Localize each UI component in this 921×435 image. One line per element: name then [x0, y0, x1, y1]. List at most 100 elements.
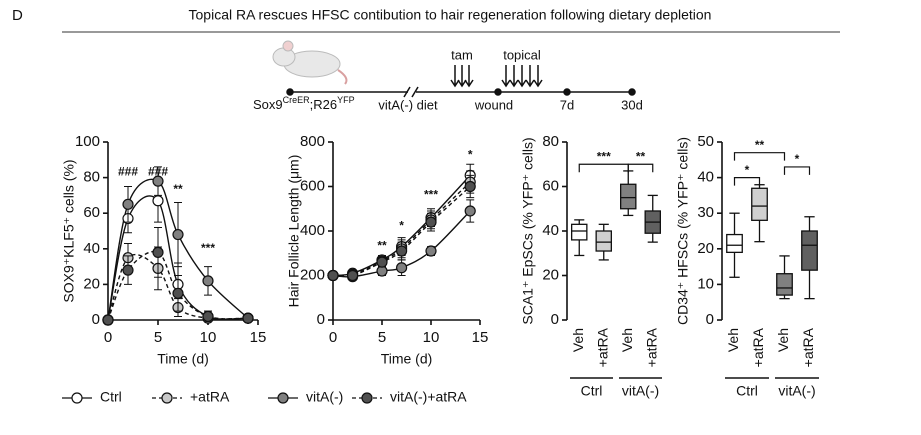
- y-tick-label: 50: [697, 133, 714, 150]
- y-tick-label: 0: [92, 311, 100, 328]
- significance-label: ###: [118, 164, 138, 178]
- x-tick-label: +atRA: [750, 327, 766, 367]
- legend-label: vitA(-): [306, 389, 343, 405]
- day30-label: 30d: [621, 97, 643, 112]
- significance-label: *: [399, 219, 404, 233]
- y-tick-label: 80: [83, 169, 100, 186]
- data-point: [152, 175, 164, 187]
- legend-marker: [361, 392, 373, 404]
- x-tick-label: 10: [200, 329, 217, 346]
- data-point: [122, 198, 134, 210]
- box: [595, 230, 612, 252]
- data-point: [102, 314, 114, 326]
- significance-label: ###: [148, 164, 168, 178]
- data-point: [152, 195, 164, 207]
- x-tick-label: 15: [250, 329, 267, 346]
- data-point: [327, 269, 339, 282]
- y-tick-label: 600: [300, 177, 325, 194]
- y-tick-label: 400: [300, 222, 325, 239]
- data-point: [172, 287, 184, 299]
- significance-label: *: [745, 163, 750, 177]
- box: [620, 183, 637, 210]
- significance-bracket: [783, 166, 811, 175]
- significance-bracket: [627, 163, 654, 173]
- y-tick-label: 60: [542, 177, 559, 194]
- y-axis-title: Hair Follicle Length (μm): [286, 155, 302, 308]
- figure-title: Topical RA rescues HFSC contibution to h…: [189, 7, 712, 23]
- wound-label: wound: [474, 97, 513, 112]
- significance-label: ***: [201, 241, 215, 255]
- y-tick-label: 0: [551, 311, 559, 328]
- x-axis-title: Time (d): [157, 351, 209, 367]
- data-point: [122, 264, 134, 276]
- legend-marker: [161, 392, 173, 404]
- y-tick-label: 100: [75, 133, 100, 150]
- significance-label: **: [377, 239, 387, 253]
- x-tick-label: 10: [423, 329, 440, 346]
- x-tick-label: 0: [329, 329, 337, 346]
- significance-bracket: [578, 163, 629, 173]
- x-tick-label: Veh: [619, 328, 635, 352]
- data-point: [202, 310, 214, 323]
- data-point: [396, 245, 408, 257]
- genotype-part: ;R26: [310, 97, 337, 112]
- significance-label: *: [468, 148, 473, 162]
- y-axis-title: CD34⁺ HFSCs (% YFP⁺ cells): [675, 137, 691, 325]
- y-tick-label: 20: [83, 275, 100, 292]
- data-point: [152, 246, 164, 258]
- data-point: [242, 312, 254, 324]
- significance-bracket: [733, 152, 786, 161]
- significance-label: *: [795, 152, 800, 166]
- group-label: vitA(-): [778, 383, 815, 399]
- tam-label: tam: [451, 47, 473, 62]
- significance-label: ***: [424, 188, 438, 202]
- x-tick-label: 5: [154, 329, 162, 346]
- group-label: vitA(-): [622, 383, 659, 399]
- diet-label: vitA(-) diet: [378, 97, 438, 112]
- x-tick-label: +atRA: [800, 327, 816, 367]
- significance-label: **: [636, 149, 646, 163]
- y-axis-title: SCA1⁺ EpSCs (% YFP⁺ cells): [520, 137, 536, 324]
- mouse-icon: [272, 40, 348, 85]
- y-tick-label: 80: [542, 133, 559, 150]
- data-point: [396, 262, 408, 274]
- y-tick-label: 0: [706, 311, 714, 328]
- x-tick-label: Veh: [775, 328, 791, 352]
- y-tick-label: 10: [697, 275, 714, 292]
- significance-label: **: [755, 138, 765, 152]
- data-point: [202, 275, 214, 287]
- day7-label: 7d: [560, 97, 574, 112]
- y-tick-label: 20: [697, 240, 714, 257]
- x-tick-label: Veh: [570, 328, 586, 352]
- data-point: [425, 216, 437, 228]
- genotype-sup: YFP: [337, 95, 355, 105]
- x-tick-label: +atRA: [594, 327, 610, 367]
- x-axis-title: Time (d): [381, 351, 433, 367]
- x-tick-label: 5: [378, 329, 386, 346]
- data-point: [464, 180, 476, 193]
- series-line: [107, 253, 249, 321]
- x-tick-label: Veh: [725, 328, 741, 352]
- significance-label: ***: [597, 149, 611, 163]
- data-point: [425, 245, 437, 257]
- box: [571, 223, 588, 241]
- significance-bracket: [733, 177, 761, 186]
- y-tick-label: 20: [542, 266, 559, 283]
- data-point: [464, 205, 476, 217]
- y-axis-title: SOX9⁺KLF5⁺ cells (%): [61, 159, 77, 302]
- data-point: [172, 228, 184, 241]
- data-point: [347, 269, 359, 282]
- genotype-sup: CreER: [283, 95, 311, 105]
- legend-marker: [277, 392, 289, 404]
- y-tick-label: 200: [300, 266, 325, 283]
- y-tick-label: 40: [697, 169, 714, 186]
- group-label: Ctrl: [581, 383, 603, 399]
- x-tick-label: 0: [104, 329, 112, 346]
- box: [801, 230, 818, 271]
- box: [726, 233, 743, 254]
- y-tick-label: 60: [83, 204, 100, 221]
- box: [751, 187, 768, 221]
- data-point: [376, 256, 388, 268]
- legend-label: +atRA: [190, 389, 230, 405]
